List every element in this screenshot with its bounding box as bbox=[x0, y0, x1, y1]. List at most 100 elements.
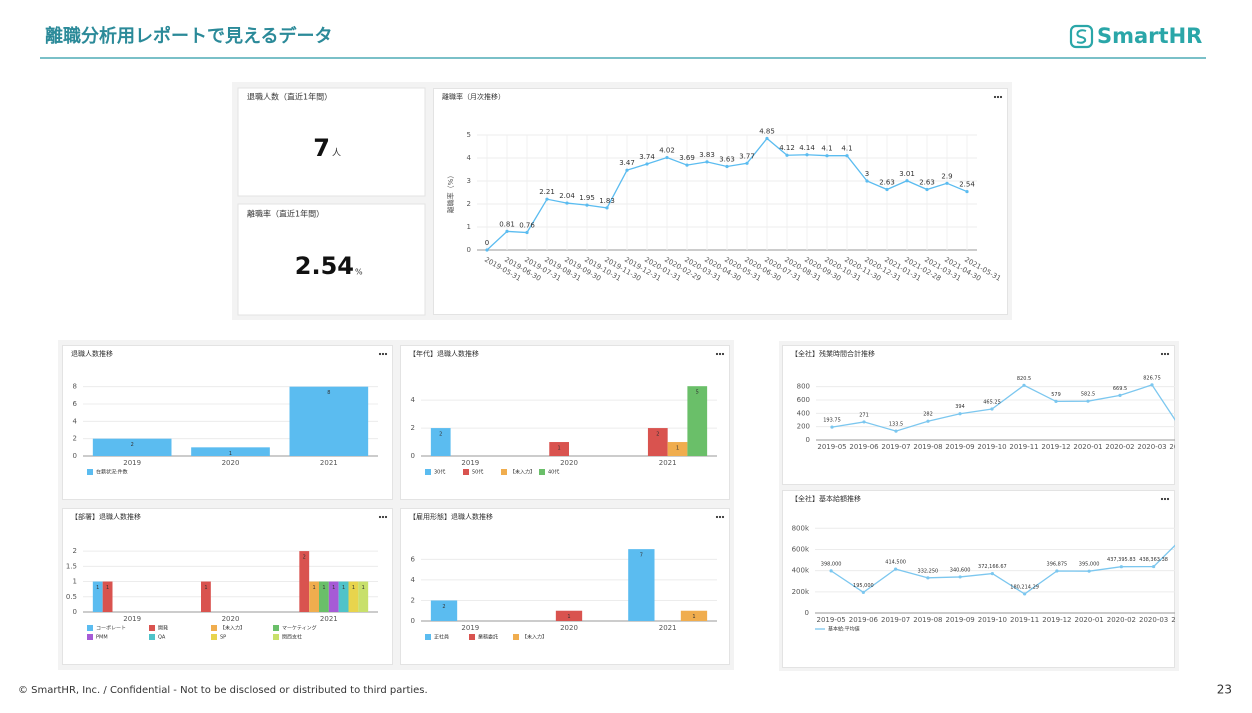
x-tick-label: 2021 bbox=[659, 624, 677, 632]
bar bbox=[667, 442, 688, 456]
y-tick-label: 6 bbox=[73, 400, 78, 408]
bar bbox=[680, 610, 708, 621]
bar bbox=[299, 551, 310, 612]
panel-bg bbox=[400, 345, 730, 500]
x-tick-label: 2021 bbox=[320, 615, 338, 623]
value-label: 437,395.83 bbox=[1107, 557, 1136, 563]
menu-dot bbox=[1166, 352, 1170, 356]
x-tick-label: 2019 bbox=[461, 624, 479, 632]
y-tick-label: 6 bbox=[411, 555, 416, 563]
legend-label: PMM bbox=[96, 635, 108, 641]
point bbox=[845, 154, 849, 158]
chart-title: 【全社】残業時間合計推移 bbox=[791, 349, 875, 358]
bar-value-label: 2 bbox=[439, 432, 442, 438]
value-label: 4.1 bbox=[841, 145, 852, 153]
point bbox=[1119, 565, 1123, 569]
point bbox=[705, 160, 709, 164]
bar bbox=[309, 581, 319, 612]
point bbox=[1086, 399, 1090, 403]
bar-value-label: 5 bbox=[696, 390, 699, 396]
y-tick-label: 5 bbox=[467, 131, 471, 139]
value-label: 2.9 bbox=[941, 172, 952, 180]
x-tick-label: 2020-02 bbox=[1107, 616, 1136, 624]
bar-value-label: 2 bbox=[303, 555, 306, 561]
line bbox=[830, 544, 1175, 595]
point bbox=[785, 153, 789, 157]
menu-dot bbox=[381, 515, 385, 519]
y-tick-label: 800k bbox=[792, 524, 810, 532]
page-number: 23 bbox=[1217, 683, 1232, 697]
x-tick-label: 2019-07 bbox=[881, 443, 910, 451]
chart-title: 離職率（月次推移） bbox=[442, 92, 505, 101]
bar-value-label: 8 bbox=[327, 390, 330, 396]
x-tick-label: 2020 bbox=[560, 624, 578, 632]
kpi-card bbox=[237, 87, 426, 197]
y-axis-label: 離職率（%） bbox=[446, 172, 455, 214]
point bbox=[862, 420, 866, 424]
menu-dot bbox=[999, 95, 1003, 99]
value-label: 820.5 bbox=[1017, 376, 1031, 382]
y-tick-label: 400 bbox=[797, 409, 810, 417]
y-tick-label: 600k bbox=[792, 545, 810, 553]
menu-dot bbox=[381, 352, 385, 356]
menu-dot bbox=[993, 95, 997, 99]
slide-title: 離職分析用レポートで見えるデータ bbox=[45, 25, 332, 47]
bar bbox=[319, 581, 329, 612]
x-tick-label: 2021 bbox=[320, 459, 338, 467]
legend-swatch bbox=[149, 625, 155, 631]
y-tick-label: 0 bbox=[805, 609, 809, 617]
x-tick-label: 2019-12 bbox=[1041, 443, 1070, 451]
value-label: 396,875 bbox=[1047, 561, 1068, 567]
y-tick-label: 4 bbox=[73, 417, 78, 425]
legend-swatch bbox=[501, 469, 507, 475]
y-tick-label: 2 bbox=[467, 200, 471, 208]
bar-value-label: 1 bbox=[322, 585, 325, 591]
x-tick-label: 2019-11 bbox=[1009, 443, 1038, 451]
legend-label: 業務委託 bbox=[478, 634, 498, 641]
point bbox=[1055, 569, 1059, 573]
x-tick-label: 2020-01 bbox=[1075, 616, 1104, 624]
point bbox=[926, 576, 930, 580]
point bbox=[905, 179, 909, 183]
value-label: 414,500 bbox=[885, 560, 906, 566]
bar bbox=[102, 581, 113, 612]
legend-label: コーポレート bbox=[96, 625, 126, 632]
x-tick-label: 2019-06 bbox=[849, 443, 879, 451]
value-label: 0 bbox=[485, 239, 489, 247]
point bbox=[926, 419, 930, 423]
x-tick-label: 2020-03 bbox=[1139, 616, 1168, 624]
value-label: 340,600 bbox=[950, 567, 971, 573]
panel-bg bbox=[782, 345, 1175, 485]
value-label: 2.63 bbox=[919, 179, 935, 187]
value-label: 3.69 bbox=[679, 154, 695, 162]
legend-label: 【未入力】 bbox=[220, 625, 245, 632]
point bbox=[565, 201, 569, 205]
point bbox=[958, 412, 962, 416]
value-label: 2.54 bbox=[959, 181, 975, 189]
y-tick-label: 400k bbox=[792, 567, 810, 575]
menu-dot bbox=[378, 515, 382, 519]
point bbox=[805, 153, 809, 157]
bar-value-label: 1 bbox=[229, 451, 232, 457]
chart-title: 退職人数推移 bbox=[71, 349, 113, 358]
point bbox=[685, 163, 689, 167]
x-tick-label: 2020-03 bbox=[1137, 443, 1166, 451]
kpi-unit: 人 bbox=[332, 148, 341, 159]
x-tick-label: 2019 bbox=[461, 459, 479, 467]
bar-value-label: 1 bbox=[106, 585, 109, 591]
point bbox=[625, 168, 629, 172]
point bbox=[665, 155, 669, 160]
point bbox=[865, 179, 869, 183]
chart-panel: 退職人数推移 0 2 4 6 8 2019 2020 2021 2 1 8 在籍状況:件数 bbox=[62, 345, 393, 500]
bar-value-label: 2 bbox=[442, 604, 445, 610]
x-tick-label: 2019-08 bbox=[913, 616, 942, 624]
chart-title: 【年代】退職人数推移 bbox=[409, 349, 479, 358]
value-label: 332,250 bbox=[918, 568, 939, 574]
chart-panel: 【年代】退職人数推移 0 2 4 2019 2020 2021 2 1 2 1 5 30代 50代 【未入力… bbox=[400, 345, 730, 500]
value-label: 582.5 bbox=[1081, 392, 1095, 398]
legend-label: 50代 bbox=[472, 469, 483, 476]
y-tick-label: 4 bbox=[467, 154, 472, 162]
point bbox=[965, 189, 969, 194]
